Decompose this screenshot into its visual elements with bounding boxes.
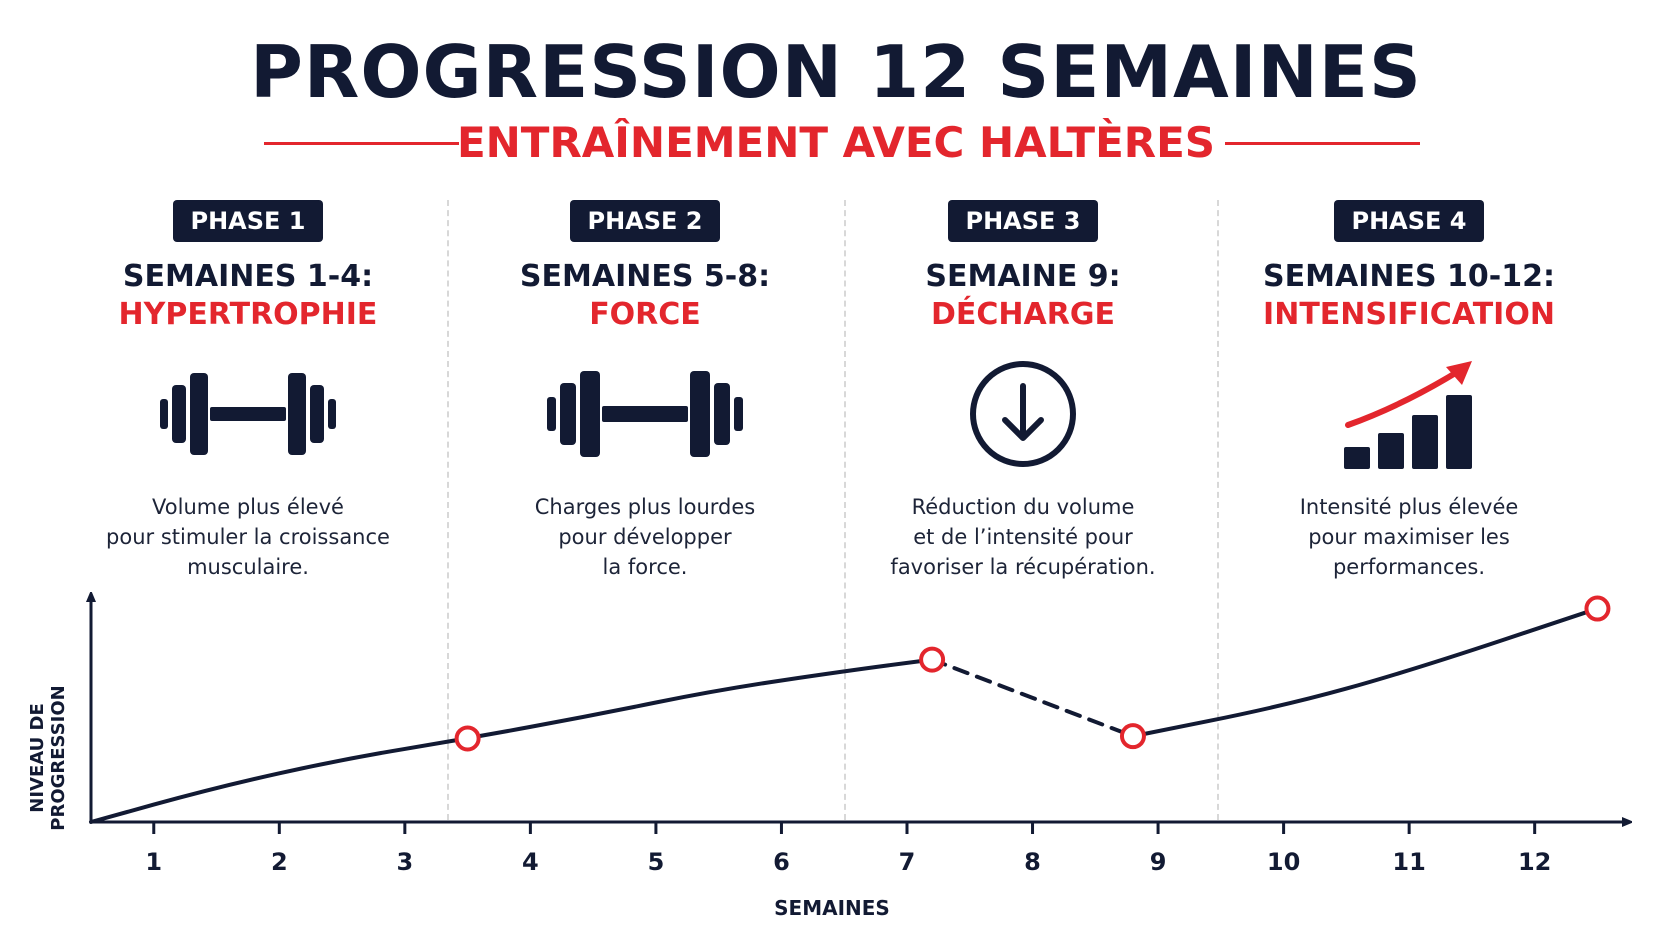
phase-marker (1584, 595, 1611, 622)
x-tick-label: 7 (899, 848, 916, 876)
dumbbell-icon (68, 354, 428, 474)
phase-3-column: PHASE 3 SEMAINE 9: DÉCHARGE Réduction du… (843, 200, 1203, 582)
x-tick-label: 3 (396, 848, 413, 876)
phase-marker (454, 725, 481, 752)
phase-4-weeks: SEMAINES 10-12: (1263, 259, 1555, 294)
phase-1-focus: HYPERTROPHIE (118, 297, 378, 332)
phase-divider-1 (447, 200, 449, 820)
phase-marker (1119, 723, 1146, 750)
x-tick-label: 11 (1392, 848, 1425, 876)
page-title: PROGRESSION 12 SEMAINES (250, 30, 1422, 114)
phase-4-badge: PHASE 4 (1333, 200, 1485, 242)
phase-2-description: Charges plus lourdes pour développer la … (534, 495, 756, 579)
x-tick-label: 12 (1518, 848, 1551, 876)
phase-1-description: Volume plus élevé pour stimuler la crois… (106, 495, 390, 579)
phase-2-badge: PHASE 2 (569, 200, 721, 242)
phase-1-badge: PHASE 1 (172, 200, 324, 242)
x-axis-label: SEMAINES (774, 896, 890, 920)
phase-3-focus: DÉCHARGE (931, 297, 1115, 332)
phase-3-badge: PHASE 3 (947, 200, 1099, 242)
progression-line-segment (1130, 609, 1597, 739)
phase-2-column: PHASE 2 SEMAINES 5-8: FORCE Charges plus… (465, 200, 825, 582)
down-arrow-circle-icon (843, 354, 1203, 474)
y-axis-label: NIVEAU DE PROGRESSION (27, 685, 69, 831)
phase-4-focus: INTENSIFICATION (1263, 297, 1555, 332)
phase-2-weeks: SEMAINES 5-8: (519, 259, 771, 294)
x-tick-label: 2 (271, 848, 288, 876)
x-tick-label: 6 (773, 848, 790, 876)
x-tick-label: 10 (1267, 848, 1300, 876)
phase-3-description: Réduction du volume et de l’intensité po… (890, 495, 1156, 579)
x-tick-label: 5 (648, 848, 665, 876)
phase-3-weeks: SEMAINE 9: (925, 259, 1121, 294)
progression-line-segment (89, 657, 935, 824)
x-tick-label: 9 (1150, 848, 1167, 876)
phase-4-description: Intensité plus élevée pour maximiser les… (1299, 495, 1519, 579)
subtitle-row: ENTRAÎNEMENT AVEC HALTÈRES (0, 118, 1672, 168)
page-subtitle: ENTRAÎNEMENT AVEC HALTÈRES (456, 118, 1216, 167)
phase-4-column: PHASE 4 SEMAINES 10-12: INTENSIFICATION … (1229, 200, 1589, 582)
phase-1-weeks: SEMAINES 1-4: (122, 259, 374, 294)
rising-bars-icon (1229, 354, 1589, 474)
x-tick-label: 8 (1024, 848, 1041, 876)
phase-divider-3 (1217, 200, 1219, 820)
x-tick-label: 1 (145, 848, 162, 876)
phase-1-column: PHASE 1 SEMAINES 1-4: HYPERTROPHIE Volum… (68, 200, 428, 582)
x-tick-label: 4 (522, 848, 539, 876)
deload-dashed-line (930, 657, 1135, 739)
phase-2-focus: FORCE (589, 297, 701, 332)
phase-marker (919, 646, 946, 673)
subtitle-rule-left (264, 142, 459, 145)
subtitle-rule-right (1225, 142, 1420, 145)
phase-divider-2 (844, 200, 846, 820)
dumbbell-icon (465, 354, 825, 474)
